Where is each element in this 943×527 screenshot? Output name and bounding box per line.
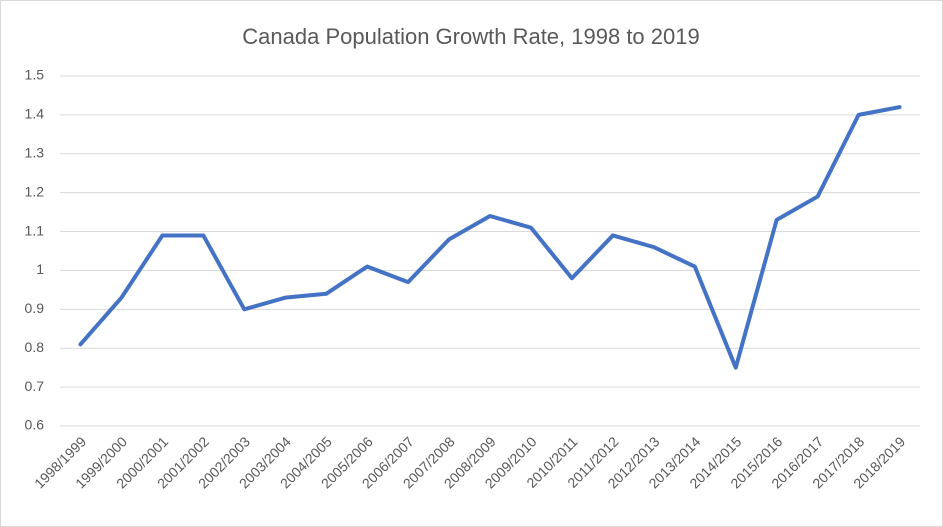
y-tick-label: 1 (36, 261, 44, 277)
chart-title: Canada Population Growth Rate, 1998 to 2… (242, 24, 699, 49)
data-line (78, 105, 902, 370)
y-tick-label: 1.1 (25, 222, 45, 238)
y-tick-label: 1.4 (25, 106, 45, 122)
y-tick-label: 0.8 (25, 339, 45, 355)
y-tick-label: 0.9 (25, 300, 45, 316)
y-tick-label: 1.2 (25, 183, 45, 199)
y-tick-label: 0.6 (25, 417, 45, 433)
y-tick-label: 1.5 (25, 67, 45, 83)
y-tick-label: 1.3 (25, 144, 45, 160)
y-tick-label: 0.7 (25, 378, 45, 394)
